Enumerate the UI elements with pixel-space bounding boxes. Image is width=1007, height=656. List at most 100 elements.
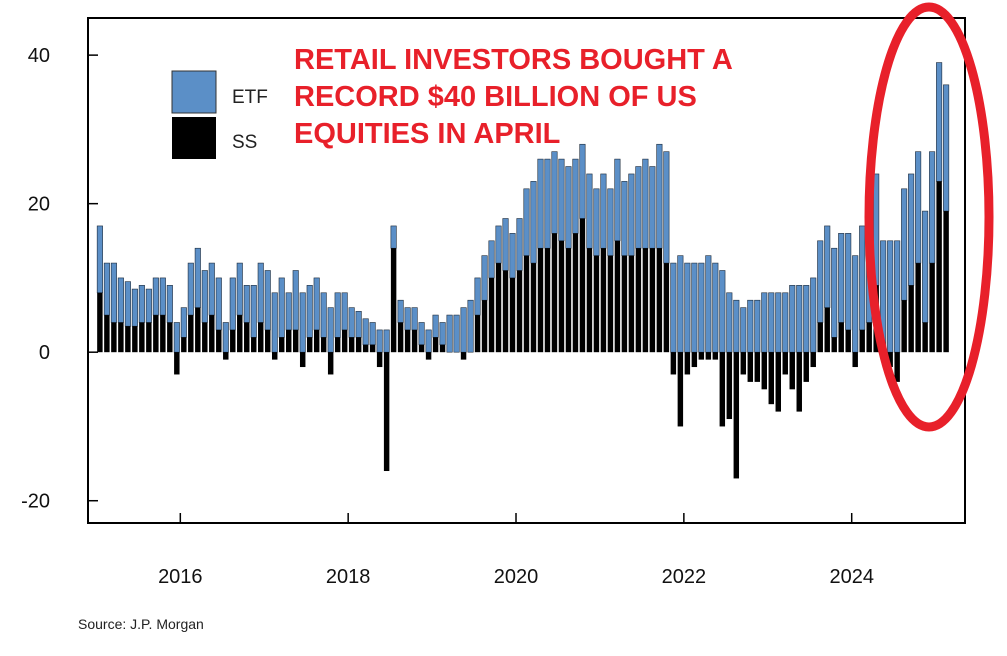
x-tick-label: 2024 bbox=[829, 566, 874, 588]
bar-etf bbox=[733, 299, 740, 353]
bar-etf bbox=[663, 151, 670, 264]
bar-ss bbox=[908, 285, 914, 353]
bar-ss bbox=[936, 181, 942, 353]
bar-etf bbox=[768, 292, 775, 353]
bar-etf bbox=[334, 292, 341, 338]
bar-ss bbox=[887, 352, 893, 368]
bar-etf bbox=[383, 329, 390, 353]
bar-ss bbox=[481, 300, 488, 353]
bar-etf bbox=[782, 292, 789, 353]
bar-etf bbox=[719, 270, 726, 353]
bar-ss bbox=[600, 248, 607, 353]
bar-ss bbox=[586, 248, 593, 353]
bar-ss bbox=[488, 277, 495, 353]
bar-ss bbox=[523, 255, 530, 353]
bar-etf bbox=[670, 262, 677, 353]
bar-ss bbox=[153, 315, 159, 353]
y-tick-label: 0 bbox=[39, 342, 50, 364]
bar-ss bbox=[174, 352, 180, 375]
bar-etf bbox=[299, 292, 306, 353]
bar-etf bbox=[495, 225, 502, 264]
bar-etf bbox=[376, 329, 383, 353]
bar-ss bbox=[460, 352, 467, 360]
bar-etf bbox=[775, 292, 782, 353]
bar-etf bbox=[264, 270, 271, 331]
bar-ss bbox=[817, 322, 823, 353]
bar-ss bbox=[362, 344, 369, 353]
bar-etf bbox=[418, 322, 425, 346]
bar-etf bbox=[537, 158, 544, 249]
bar-ss bbox=[831, 337, 837, 353]
bar-etf bbox=[411, 307, 418, 331]
bar-etf bbox=[824, 225, 831, 308]
bar-etf bbox=[117, 277, 124, 323]
bar-etf bbox=[761, 292, 768, 353]
bar-ss bbox=[838, 322, 844, 353]
bar-etf bbox=[859, 225, 866, 331]
bar-etf bbox=[922, 210, 929, 323]
bar-ss bbox=[845, 329, 851, 353]
bar-ss bbox=[348, 337, 355, 353]
legend-label-ss: SS bbox=[232, 132, 257, 153]
bar-ss bbox=[111, 322, 117, 353]
bar-etf bbox=[516, 218, 523, 271]
y-tick-label: 20 bbox=[28, 194, 50, 216]
bar-etf bbox=[845, 233, 852, 331]
bar-etf bbox=[124, 281, 131, 327]
bar-ss bbox=[642, 248, 649, 353]
y-tick-label: 40 bbox=[28, 45, 50, 67]
bar-etf bbox=[593, 188, 600, 256]
bar-etf bbox=[852, 255, 859, 353]
headline-line-2: RECORD $40 BILLION OF US bbox=[294, 81, 697, 113]
bar-ss bbox=[223, 352, 229, 360]
bar-etf bbox=[131, 288, 138, 327]
bar-ss bbox=[139, 322, 145, 353]
bar-ss bbox=[782, 352, 788, 375]
y-tick-label: -20 bbox=[21, 491, 50, 513]
bar-etf bbox=[271, 292, 278, 353]
bar-ss bbox=[474, 315, 481, 353]
bar-ss bbox=[712, 352, 719, 360]
bar-etf bbox=[656, 143, 663, 249]
bar-etf bbox=[236, 262, 243, 316]
bar-etf bbox=[810, 277, 817, 353]
bar-etf bbox=[110, 262, 117, 323]
bar-ss bbox=[397, 322, 404, 353]
bar-etf bbox=[138, 285, 145, 323]
bar-etf bbox=[257, 262, 264, 323]
bar-ss bbox=[810, 352, 816, 368]
bar-ss bbox=[251, 337, 257, 353]
bar-etf bbox=[649, 166, 656, 249]
bar-ss bbox=[313, 329, 320, 353]
bar-ss bbox=[530, 263, 537, 353]
bar-etf bbox=[166, 285, 173, 323]
bar-ss bbox=[803, 352, 809, 382]
bar-etf bbox=[446, 314, 453, 353]
bar-etf bbox=[285, 292, 292, 331]
bar-ss bbox=[621, 255, 628, 353]
bar-etf bbox=[474, 277, 481, 316]
bar-etf bbox=[635, 166, 642, 249]
bar-etf bbox=[250, 285, 257, 338]
bar-ss bbox=[866, 322, 872, 353]
bar-etf bbox=[908, 173, 915, 286]
bar-ss bbox=[558, 240, 565, 353]
bar-ss bbox=[537, 248, 544, 353]
legend-swatch-ss bbox=[172, 117, 216, 159]
bars-layer bbox=[96, 62, 950, 479]
x-tick-label: 2016 bbox=[158, 566, 203, 588]
bar-etf bbox=[936, 62, 943, 182]
bar-ss bbox=[894, 352, 900, 382]
bar-ss bbox=[705, 352, 712, 360]
bar-ss bbox=[768, 352, 775, 405]
bar-ss bbox=[258, 322, 264, 353]
bar-etf bbox=[96, 225, 103, 294]
bar-etf bbox=[929, 151, 936, 264]
bar-etf bbox=[481, 255, 488, 301]
bar-etf bbox=[278, 277, 285, 338]
bar-ss bbox=[285, 329, 292, 353]
bar-etf bbox=[509, 233, 516, 279]
legend-label-etf: ETF bbox=[232, 87, 268, 108]
bar-etf bbox=[565, 166, 572, 249]
x-tick-label: 2022 bbox=[662, 566, 707, 588]
